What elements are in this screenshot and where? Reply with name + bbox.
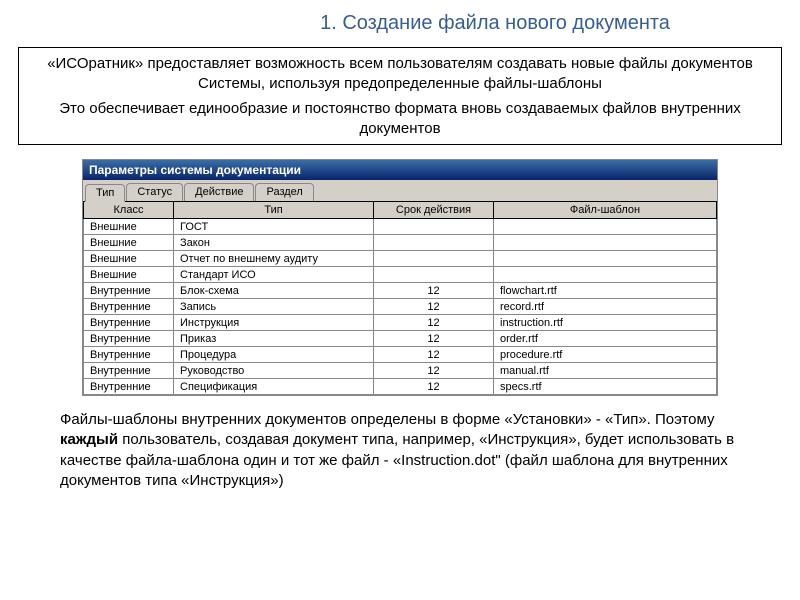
- table-row[interactable]: ВнешниеЗакон: [84, 235, 717, 251]
- cell-class: Внутренние: [84, 379, 174, 395]
- table-row[interactable]: ВнешниеОтчет по внешнему аудиту: [84, 251, 717, 267]
- col-class[interactable]: Класс: [84, 202, 174, 219]
- settings-table: Класс Тип Срок действия Файл-шаблон Внеш…: [83, 201, 717, 395]
- cell-type: Блок-схема: [174, 283, 374, 299]
- window-titlebar: Параметры системы документации: [83, 160, 717, 180]
- cell-template: manual.rtf: [494, 363, 717, 379]
- table-row[interactable]: ВнутренниеБлок-схема12flowchart.rtf: [84, 283, 717, 299]
- cell-class: Внутренние: [84, 363, 174, 379]
- tab-status[interactable]: Статус: [126, 183, 183, 201]
- cell-type: Приказ: [174, 331, 374, 347]
- cell-duration: [374, 251, 494, 267]
- cell-class: Внешние: [84, 235, 174, 251]
- cell-type: Закон: [174, 235, 374, 251]
- cell-duration: [374, 235, 494, 251]
- cell-duration: [374, 219, 494, 235]
- table-row[interactable]: ВнутренниеПриказ12order.rtf: [84, 331, 717, 347]
- cell-template: instruction.rtf: [494, 315, 717, 331]
- cell-duration: 12: [374, 315, 494, 331]
- cell-type: Спецификация: [174, 379, 374, 395]
- cell-class: Внешние: [84, 267, 174, 283]
- app-window: Параметры системы документации Тип Стату…: [82, 159, 718, 396]
- tab-section[interactable]: Раздел: [255, 183, 313, 201]
- cell-duration: [374, 267, 494, 283]
- cell-template: flowchart.rtf: [494, 283, 717, 299]
- cell-template: [494, 235, 717, 251]
- cell-type: Стандарт ИСО: [174, 267, 374, 283]
- cell-type: Отчет по внешнему аудиту: [174, 251, 374, 267]
- page-title: 1. Создание файла нового документа: [250, 0, 740, 43]
- cell-class: Внутренние: [84, 283, 174, 299]
- tab-bar: Тип Статус Действие Раздел: [83, 180, 717, 201]
- cell-template: record.rtf: [494, 299, 717, 315]
- cell-duration: 12: [374, 283, 494, 299]
- cell-type: ГОСТ: [174, 219, 374, 235]
- cell-template: specs.rtf: [494, 379, 717, 395]
- table-row[interactable]: ВнутренниеИнструкция12instruction.rtf: [84, 315, 717, 331]
- explain-bold: каждый: [60, 431, 118, 448]
- info-line-1: «ИСОратник» предоставляет возможность вс…: [29, 54, 771, 93]
- info-box: «ИСОратник» предоставляет возможность вс…: [18, 47, 782, 145]
- explain-pre: Файлы-шаблоны внутренних документов опре…: [60, 411, 715, 428]
- cell-type: Запись: [174, 299, 374, 315]
- cell-type: Руководство: [174, 363, 374, 379]
- cell-duration: 12: [374, 331, 494, 347]
- col-template[interactable]: Файл-шаблон: [494, 202, 717, 219]
- col-duration[interactable]: Срок действия: [374, 202, 494, 219]
- info-line-2: Это обеспечивает единообразие и постоянс…: [29, 99, 771, 138]
- cell-class: Внешние: [84, 251, 174, 267]
- cell-type: Процедура: [174, 347, 374, 363]
- cell-class: Внешние: [84, 219, 174, 235]
- tab-type[interactable]: Тип: [85, 184, 125, 202]
- explain-post: пользователь, создавая документ типа, на…: [60, 431, 734, 489]
- cell-class: Внутренние: [84, 315, 174, 331]
- table-row[interactable]: ВнешниеСтандарт ИСО: [84, 267, 717, 283]
- table-row[interactable]: ВнутренниеРуководство12manual.rtf: [84, 363, 717, 379]
- cell-duration: 12: [374, 299, 494, 315]
- table-header-row: Класс Тип Срок действия Файл-шаблон: [84, 202, 717, 219]
- cell-class: Внутренние: [84, 347, 174, 363]
- cell-duration: 12: [374, 347, 494, 363]
- cell-class: Внутренние: [84, 331, 174, 347]
- col-type[interactable]: Тип: [174, 202, 374, 219]
- table-row[interactable]: ВнутренниеЗапись12record.rtf: [84, 299, 717, 315]
- cell-template: [494, 267, 717, 283]
- cell-class: Внутренние: [84, 299, 174, 315]
- table-row[interactable]: ВнутренниеПроцедура12procedure.rtf: [84, 347, 717, 363]
- cell-type: Инструкция: [174, 315, 374, 331]
- cell-template: order.rtf: [494, 331, 717, 347]
- cell-template: [494, 251, 717, 267]
- table-row[interactable]: ВнутренниеСпецификация12specs.rtf: [84, 379, 717, 395]
- table-row[interactable]: ВнешниеГОСТ: [84, 219, 717, 235]
- cell-duration: 12: [374, 363, 494, 379]
- cell-duration: 12: [374, 379, 494, 395]
- cell-template: procedure.rtf: [494, 347, 717, 363]
- tab-action[interactable]: Действие: [184, 183, 254, 201]
- cell-template: [494, 219, 717, 235]
- explanation-text: Файлы-шаблоны внутренних документов опре…: [60, 410, 740, 491]
